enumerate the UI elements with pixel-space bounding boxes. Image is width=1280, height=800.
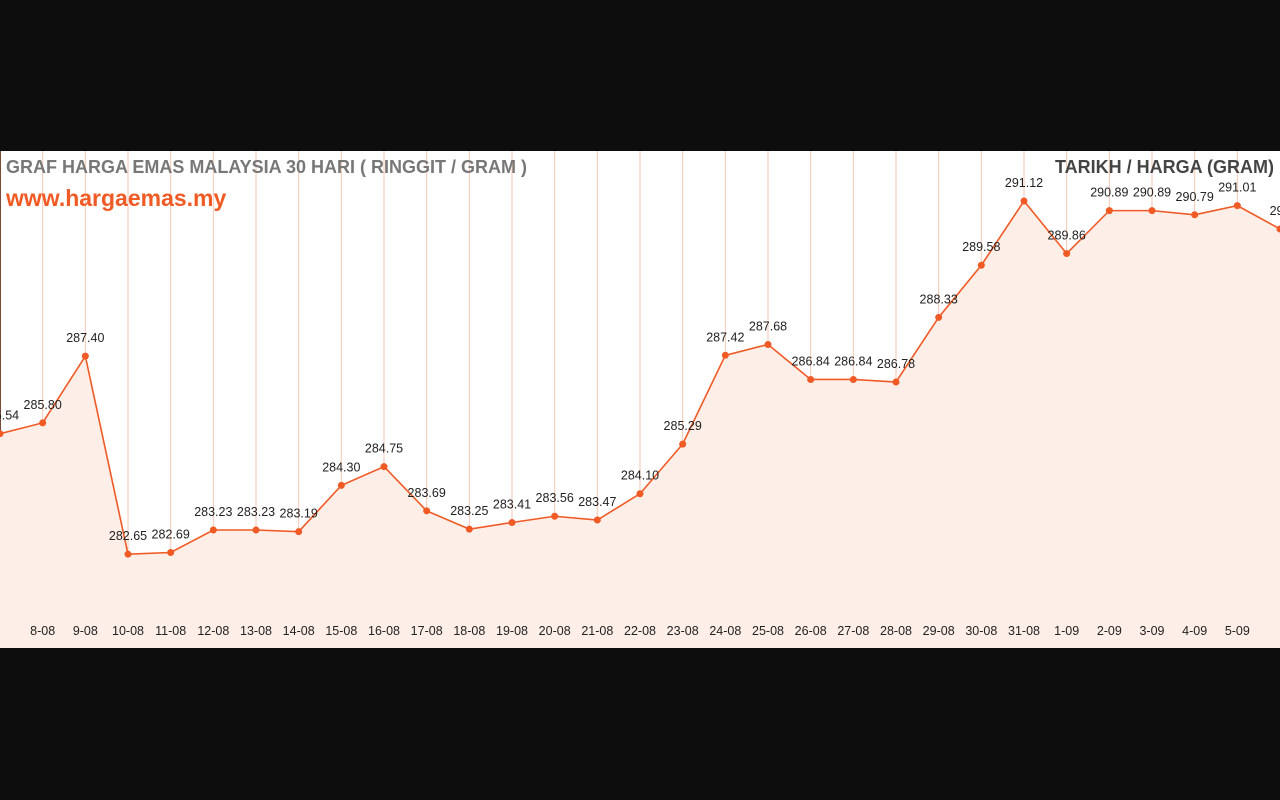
data-label: 291.12 <box>1005 176 1043 190</box>
data-point <box>935 313 943 321</box>
data-point <box>423 507 431 515</box>
data-point <box>209 526 217 534</box>
data-point <box>167 549 175 557</box>
x-tick-label: 2-09 <box>1097 624 1122 638</box>
data-label: 285.54 <box>0 409 19 423</box>
data-label: 287.68 <box>749 319 787 333</box>
x-tick-label: 14-08 <box>283 624 315 638</box>
data-label: 291.01 <box>1218 181 1256 195</box>
x-tick-label: 3-09 <box>1139 624 1164 638</box>
data-label: 286.78 <box>877 357 915 371</box>
data-point <box>551 512 559 520</box>
data-point <box>380 463 388 471</box>
x-tick-label: 17-08 <box>411 624 443 638</box>
x-tick-label: 29-08 <box>923 624 955 638</box>
data-point <box>465 525 473 533</box>
gold-price-chart: 285.54 285.80 287.40 282.65 282.69 283.23 283.… <box>0 151 1280 648</box>
x-tick-label: 28-08 <box>880 624 912 638</box>
data-point <box>1191 211 1199 219</box>
data-label: 285.29 <box>664 419 702 433</box>
data-point <box>1233 202 1241 210</box>
data-point <box>1105 207 1113 215</box>
x-tick-label: 31-08 <box>1008 624 1040 638</box>
x-tick-label: 9-08 <box>73 624 98 638</box>
data-label: 286.84 <box>792 354 830 368</box>
data-label: 283.56 <box>536 491 574 505</box>
data-label: 283.23 <box>237 505 275 519</box>
data-label: 287.42 <box>706 330 744 344</box>
data-point <box>636 490 644 498</box>
data-label: 289.58 <box>962 240 1000 254</box>
data-label: 284.75 <box>365 442 403 456</box>
data-label: 290 <box>1270 204 1280 218</box>
x-tick-label: 12-08 <box>197 624 229 638</box>
x-tick-label: 10-08 <box>112 624 144 638</box>
data-label: 283.69 <box>408 486 446 500</box>
x-tick-label: 27-08 <box>837 624 869 638</box>
data-point <box>892 378 900 386</box>
data-point <box>1276 225 1280 233</box>
data-point <box>0 430 4 438</box>
data-point <box>1148 207 1156 215</box>
data-label: 283.19 <box>280 507 318 521</box>
data-point <box>295 528 303 536</box>
data-label: 285.80 <box>24 398 62 412</box>
data-point <box>679 440 687 448</box>
x-tick-label: 25-08 <box>752 624 784 638</box>
data-point <box>39 419 47 427</box>
data-point <box>593 516 601 524</box>
x-tick-label: 26-08 <box>795 624 827 638</box>
data-label: 284.10 <box>621 469 659 483</box>
data-label: 283.23 <box>194 505 232 519</box>
data-point <box>721 351 729 359</box>
area-fill <box>0 201 1280 648</box>
x-tick-label: 5-09 <box>1225 624 1250 638</box>
x-tick-label: 8-08 <box>30 624 55 638</box>
data-label: 290.89 <box>1133 186 1171 200</box>
data-point <box>508 518 516 526</box>
data-label: 283.47 <box>578 495 616 509</box>
data-point <box>337 481 345 489</box>
data-label: 286.84 <box>834 354 872 368</box>
x-tick-label: 24-08 <box>709 624 741 638</box>
x-tick-label: 18-08 <box>453 624 485 638</box>
data-point <box>1063 250 1071 258</box>
x-tick-label: 21-08 <box>581 624 613 638</box>
data-label: 290.79 <box>1176 190 1214 204</box>
x-tick-label: 20-08 <box>539 624 571 638</box>
data-point <box>1020 197 1028 205</box>
data-point <box>81 352 89 360</box>
x-tick-label: 16-08 <box>368 624 400 638</box>
chart-legend-label: TARIKH / HARGA (GRAM) <box>1055 157 1274 177</box>
data-point <box>252 526 260 534</box>
chart-title: GRAF HARGA EMAS MALAYSIA 30 HARI ( RINGG… <box>6 157 528 177</box>
x-tick-label: 11-08 <box>155 624 186 638</box>
data-label: 288.33 <box>920 292 958 306</box>
data-point <box>849 375 857 383</box>
x-tick-label: 15-08 <box>325 624 357 638</box>
data-label: 283.41 <box>493 497 531 511</box>
data-label: 290.89 <box>1090 186 1128 200</box>
data-point <box>807 375 815 383</box>
x-tick-label: 19-08 <box>496 624 528 638</box>
data-point <box>977 261 985 269</box>
data-label: 283.25 <box>450 504 488 518</box>
x-tick-label: 4-09 <box>1182 624 1207 638</box>
data-label: 287.40 <box>66 331 104 345</box>
x-tick-label: 1-09 <box>1054 624 1079 638</box>
chart-plot: 285.54 285.80 287.40 282.65 282.69 283.23 283.… <box>0 151 1280 648</box>
x-tick-label: 22-08 <box>624 624 656 638</box>
x-tick-label: 13-08 <box>240 624 272 638</box>
data-label: 284.30 <box>322 460 360 474</box>
chart-subtitle-website[interactable]: www.hargaemas.my <box>6 185 227 211</box>
data-label: 282.65 <box>109 529 147 543</box>
x-tick-label: 23-08 <box>667 624 699 638</box>
data-point <box>764 340 772 348</box>
data-label: 289.86 <box>1048 229 1086 243</box>
x-tick-label: 30-08 <box>965 624 997 638</box>
data-label: 282.69 <box>152 528 190 542</box>
data-point <box>124 550 132 558</box>
